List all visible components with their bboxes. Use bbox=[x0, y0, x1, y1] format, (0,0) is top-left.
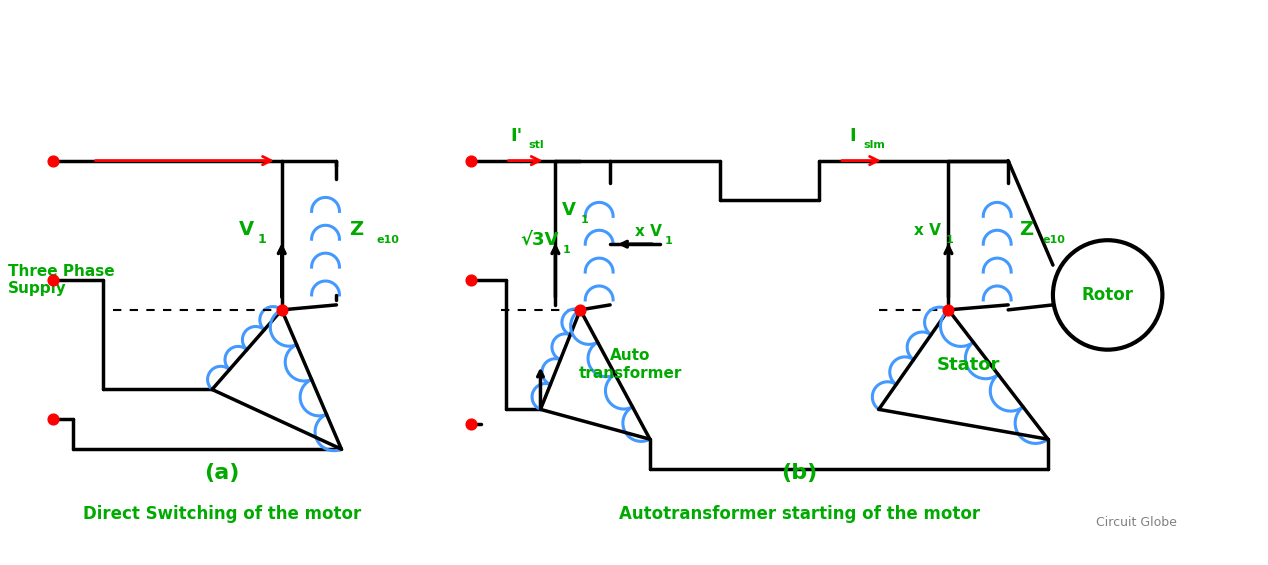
Text: Circuit Globe: Circuit Globe bbox=[1097, 516, 1177, 529]
Point bbox=[571, 305, 591, 314]
Text: 1: 1 bbox=[664, 236, 672, 246]
Text: slm: slm bbox=[864, 140, 886, 150]
Point bbox=[460, 276, 481, 285]
Text: V: V bbox=[240, 220, 255, 239]
Text: Z: Z bbox=[349, 220, 364, 239]
Point bbox=[460, 420, 481, 429]
Text: I': I' bbox=[511, 127, 522, 145]
Point bbox=[460, 156, 481, 165]
Point bbox=[43, 156, 63, 165]
Text: √3V: √3V bbox=[521, 231, 559, 249]
Text: (b): (b) bbox=[781, 463, 818, 483]
Text: 1: 1 bbox=[562, 245, 571, 255]
Text: x V: x V bbox=[635, 224, 662, 239]
Text: Direct Switching of the motor: Direct Switching of the motor bbox=[82, 505, 361, 523]
Text: Rotor: Rotor bbox=[1082, 286, 1134, 304]
Text: Three Phase
Supply: Three Phase Supply bbox=[8, 264, 114, 296]
Text: V: V bbox=[562, 201, 576, 219]
Text: 1: 1 bbox=[581, 215, 588, 225]
Text: stl: stl bbox=[529, 140, 544, 150]
Text: e10: e10 bbox=[377, 235, 399, 245]
Text: Z: Z bbox=[1019, 220, 1033, 239]
Text: 1: 1 bbox=[257, 233, 266, 246]
Point bbox=[43, 415, 63, 424]
Point bbox=[938, 305, 959, 314]
Point bbox=[271, 305, 292, 314]
Text: e10: e10 bbox=[1044, 235, 1066, 245]
Text: Stator: Stator bbox=[937, 355, 1000, 373]
Text: Auto
transformer: Auto transformer bbox=[578, 349, 682, 381]
Text: Autotransformer starting of the motor: Autotransformer starting of the motor bbox=[619, 505, 980, 523]
Text: I: I bbox=[850, 127, 856, 145]
Text: (a): (a) bbox=[204, 463, 240, 483]
Text: 1: 1 bbox=[946, 235, 954, 245]
Point bbox=[43, 276, 63, 285]
Text: x V: x V bbox=[914, 223, 941, 238]
